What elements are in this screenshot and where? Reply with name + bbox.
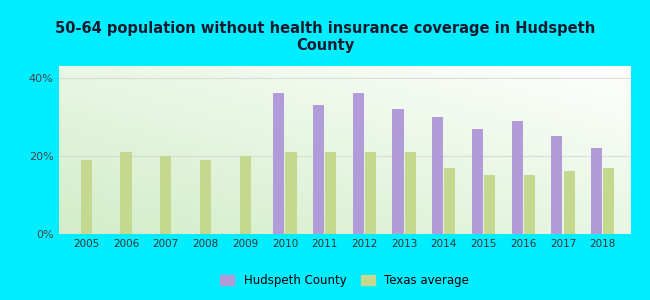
Bar [200,160,211,234]
Bar [285,152,296,234]
Bar [353,93,364,234]
Bar [120,152,131,234]
Bar [484,176,495,234]
Bar [365,152,376,234]
Bar [325,152,336,234]
Bar [512,121,523,234]
Bar [603,168,614,234]
Text: 50-64 population without health insurance coverage in Hudspeth
County: 50-64 population without health insuranc… [55,21,595,53]
Bar [472,128,483,234]
Bar [551,136,562,234]
Bar [160,156,172,234]
Bar [524,176,535,234]
Bar [393,109,404,234]
Bar [240,156,251,234]
Bar [591,148,602,234]
Legend: Hudspeth County, Texas average: Hudspeth County, Texas average [215,269,474,292]
Bar [81,160,92,234]
Bar [405,152,416,234]
Bar [313,105,324,234]
Bar [445,168,456,234]
Bar [273,93,284,234]
Bar [432,117,443,234]
Bar [564,172,575,234]
